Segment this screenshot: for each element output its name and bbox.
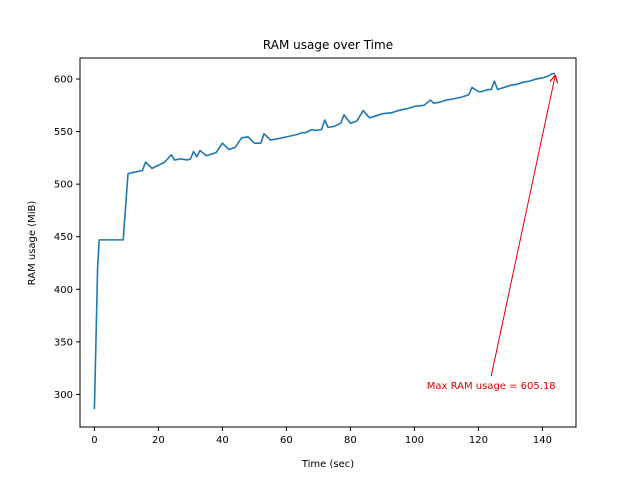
y-axis-ticks: 300 350 400 450 500 550 600 (54, 75, 80, 401)
axes-frame (79, 57, 577, 428)
y-tick-label: 450 (54, 232, 73, 243)
y-tick-label: 500 (54, 180, 73, 191)
x-tick-label: 120 (469, 435, 488, 446)
x-axis-label: Time (sec) (301, 459, 354, 470)
chart-title: RAM usage over Time (263, 38, 393, 52)
y-axis-label: RAM usage (MiB) (27, 201, 38, 286)
y-tick-label: 350 (54, 337, 73, 348)
x-tick-label: 0 (91, 435, 97, 446)
x-tick-label: 40 (216, 435, 229, 446)
y-tick-label: 400 (54, 285, 73, 296)
x-tick-label: 140 (533, 435, 552, 446)
x-axis-ticks: 0 20 40 60 80 100 120 140 (91, 427, 552, 446)
y-tick-label: 600 (54, 75, 73, 86)
y-tick-label: 550 (54, 127, 73, 138)
x-tick-label: 100 (405, 435, 424, 446)
series-line-ram-usage (93, 72, 556, 410)
annotation-max-ram: Max RAM usage = 605.18 (427, 381, 556, 392)
y-tick-label: 300 (54, 390, 73, 401)
x-tick-label: 60 (280, 435, 293, 446)
x-tick-label: 80 (344, 435, 357, 446)
x-tick-label: 20 (152, 435, 165, 446)
annotation-arrow (490, 76, 555, 377)
